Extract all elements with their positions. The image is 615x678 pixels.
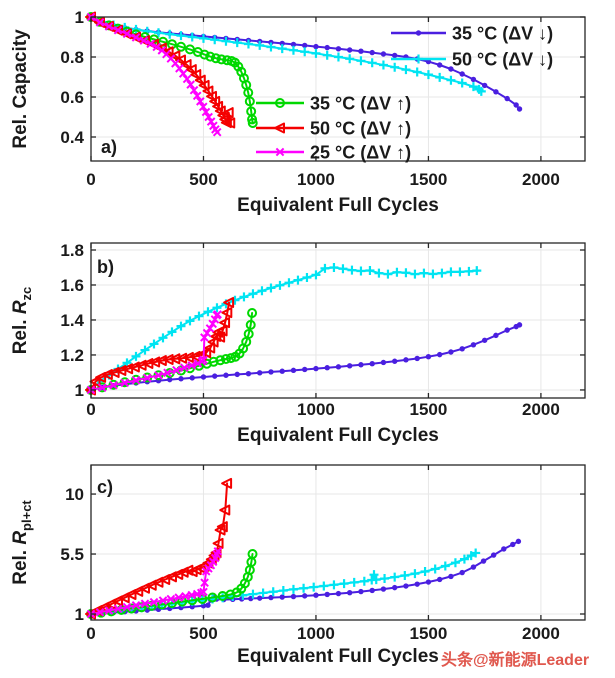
svg-text:1: 1 [75,381,84,400]
rzc-chart: 0 500 1000 1500 2000 1 1.2 1.4 1.6 1.8 Equivalent … [0,225,615,455]
svg-text:50 °C (ΔV ↑): 50 °C (ΔV ↑) [310,119,411,139]
svg-text:0.4: 0.4 [60,128,84,147]
svg-text:35 °C (ΔV ↑): 35 °C (ΔV ↑) [310,94,411,114]
svg-text:Equivalent Full Cycles: Equivalent Full Cycles [237,425,439,446]
svg-text:1500: 1500 [410,400,448,419]
svg-text:25 °C (ΔV ↑): 25 °C (ΔV ↑) [310,143,411,163]
rplct-chart: 0 500 1000 1500 2000 1 5.5 10 Equivalent Full Cy… [0,455,615,678]
svg-text:Rel. Rpl+ct: Rel. Rpl+ct [10,500,34,585]
svg-text:5.5: 5.5 [60,545,84,564]
svg-text:1000: 1000 [297,624,335,643]
svg-text:a): a) [101,137,117,157]
svg-text:Rel. Capacity: Rel. Capacity [10,29,31,149]
svg-text:0: 0 [86,170,95,189]
svg-text:1: 1 [75,8,84,27]
svg-text:1: 1 [75,605,84,624]
svg-text:Equivalent Full Cycles: Equivalent Full Cycles [237,195,439,216]
svg-text:0.6: 0.6 [60,88,84,107]
svg-text:10: 10 [65,485,84,504]
svg-text:c): c) [97,477,113,497]
svg-text:1.4: 1.4 [60,311,84,330]
watermark-label: 头条@新能源Leader [441,652,590,669]
svg-text:1500: 1500 [410,624,448,643]
svg-text:1000: 1000 [297,170,335,189]
svg-text:0: 0 [86,400,95,419]
svg-text:0: 0 [86,624,95,643]
svg-text:1.2: 1.2 [60,346,84,365]
svg-text:1500: 1500 [410,170,448,189]
svg-text:1.6: 1.6 [60,276,84,295]
svg-text:b): b) [97,257,114,277]
svg-text:35 °C (ΔV ↓): 35 °C (ΔV ↓) [452,24,553,44]
svg-text:500: 500 [189,170,217,189]
svg-text:Rel. Rzc: Rel. Rzc [10,287,34,355]
svg-text:500: 500 [189,624,217,643]
svg-text:2000: 2000 [522,400,560,419]
svg-text:0.8: 0.8 [60,48,84,67]
svg-text:50 °C (ΔV ↓): 50 °C (ΔV ↓) [452,50,553,70]
svg-text:Equivalent Full Cycles: Equivalent Full Cycles [237,646,439,667]
capacity-chart: 0 500 1000 1500 2000 0.4 0.6 0.8 1 Equivalent Ful… [0,0,615,225]
watermark-text: 头条@新能源Leader [441,646,615,670]
svg-text:2000: 2000 [522,170,560,189]
svg-text:500: 500 [189,400,217,419]
svg-text:1000: 1000 [297,400,335,419]
svg-text:2000: 2000 [522,624,560,643]
svg-text:1.8: 1.8 [60,241,84,260]
